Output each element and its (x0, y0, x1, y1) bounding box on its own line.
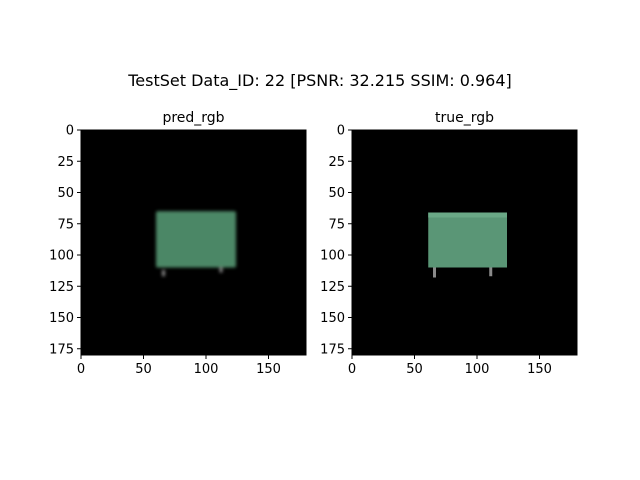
y-tick-label: 175 (320, 342, 345, 357)
object-leg-2 (489, 267, 493, 277)
x-tick-label: 50 (135, 362, 152, 377)
y-tick-label: 75 (328, 217, 345, 232)
y-tick-label: 125 (320, 280, 345, 295)
axes-frame (351, 129, 578, 356)
y-tick-label: 125 (49, 280, 74, 295)
object-body (428, 212, 507, 268)
y-tick-label: 50 (328, 186, 345, 201)
y-tick-label: 25 (57, 155, 74, 170)
x-tick-label: 150 (256, 362, 281, 377)
x-tick-label: 0 (348, 362, 356, 377)
x-tick-label: 50 (406, 362, 423, 377)
x-tick-label: 100 (465, 362, 490, 377)
y-tick-label: 50 (57, 186, 74, 201)
subplot-true-rgb: true_rgb 0 50 100 150 0 25 50 75 100 125 150 175 (320, 110, 578, 377)
object-leg-1 (162, 270, 165, 277)
y-tick-label: 175 (49, 342, 74, 357)
y-tick-label: 150 (49, 311, 74, 326)
y-tick-label: 0 (66, 124, 74, 139)
subplot-title: true_rgb (435, 110, 494, 126)
x-tick-label: 100 (194, 362, 219, 377)
y-tick-label: 75 (57, 217, 74, 232)
y-tick-label: 150 (320, 311, 345, 326)
rendered-object (428, 212, 507, 278)
x-tick-label: 150 (527, 362, 552, 377)
object-texture (156, 211, 236, 268)
y-tick-label: 25 (328, 155, 345, 170)
object-lid (428, 212, 507, 218)
x-tick-label: 0 (77, 362, 85, 377)
axes-frame (80, 129, 307, 356)
y-tick-label: 0 (337, 124, 345, 139)
y-tick-label: 100 (49, 249, 74, 264)
rendered-object (156, 211, 236, 277)
subplot-title: pred_rgb (162, 110, 224, 126)
subplot-pred-rgb: pred_rgb 0 50 100 150 0 25 50 75 100 125 150 175 (49, 110, 307, 377)
object-leg-1 (433, 267, 436, 278)
object-leg-2 (219, 267, 223, 273)
y-tick-label: 100 (320, 249, 345, 264)
figure-suptitle: TestSet Data_ID: 22 [PSNR: 32.215 SSIM: … (127, 71, 512, 91)
